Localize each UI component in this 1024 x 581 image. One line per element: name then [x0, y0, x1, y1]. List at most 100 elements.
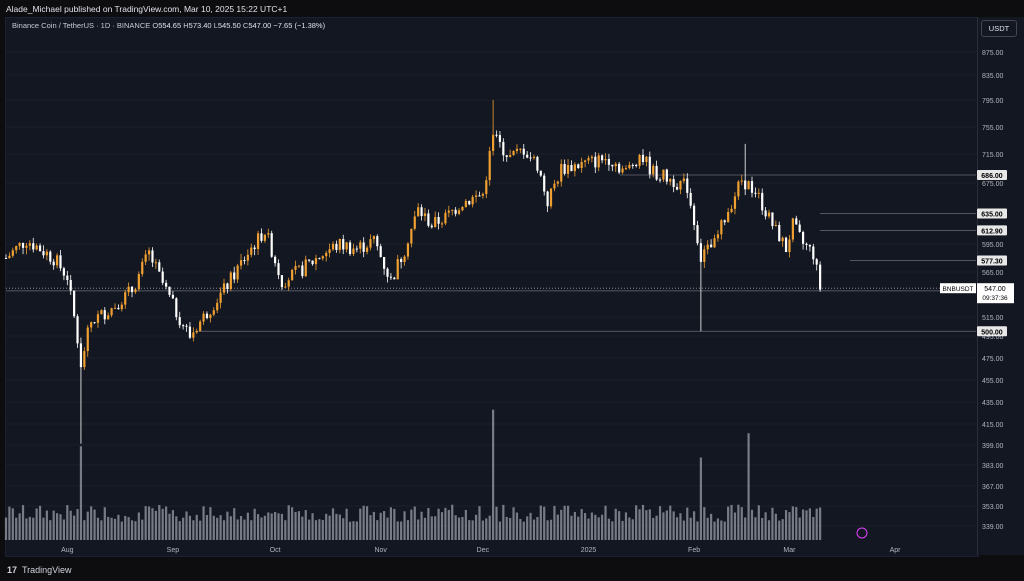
volume-bar: [675, 517, 679, 540]
volume-bar: [376, 520, 379, 540]
volume-bar: [594, 514, 597, 540]
candle-body: [134, 289, 137, 293]
volume-bar: [509, 518, 512, 540]
candle-body: [270, 233, 273, 257]
candle-body: [761, 192, 764, 211]
candle-body: [509, 155, 512, 157]
volume-bar: [321, 519, 324, 540]
volume-bar: [410, 509, 413, 540]
candle-body: [236, 265, 239, 280]
candle-body: [205, 313, 209, 319]
published-header: Alade_Michael published on TradingView.c…: [0, 0, 1024, 18]
volume-bar: [304, 510, 307, 540]
level-label-box: [977, 255, 1007, 266]
candle-body: [556, 181, 559, 184]
candle-body: [325, 252, 328, 257]
volume-bar: [158, 505, 161, 540]
volume-bar: [519, 518, 522, 540]
volume-bar: [515, 512, 519, 540]
candle-body: [679, 180, 682, 190]
volume-bar: [788, 512, 791, 540]
candle-body: [253, 247, 256, 250]
chart-pane[interactable]: [5, 17, 979, 557]
candle-body: [815, 259, 818, 265]
candle-body: [107, 315, 110, 320]
volume-bar: [325, 513, 328, 540]
candle-body: [716, 234, 720, 239]
candle-body: [328, 249, 331, 253]
volume-bar: [641, 504, 645, 540]
countdown-label: 09:37:36: [982, 295, 1008, 302]
volume-bar: [706, 517, 709, 540]
candle-body: [696, 225, 699, 244]
candle-body: [151, 250, 154, 263]
volume-bar: [566, 505, 570, 540]
candle-body: [158, 262, 161, 272]
candle-body: [812, 246, 815, 260]
candle-body: [359, 242, 362, 249]
candle-body: [389, 276, 393, 278]
volume-bar: [430, 516, 433, 540]
volume-bar: [784, 510, 788, 540]
candle-body: [45, 251, 48, 256]
volume-bar: [134, 521, 137, 540]
candle-body: [192, 332, 195, 338]
candle-body: [331, 243, 335, 250]
footer: 17 TradingView: [0, 560, 1024, 581]
volume-bar: [318, 519, 321, 540]
candle-body: [226, 283, 229, 290]
legend-close: 547.00: [248, 21, 272, 30]
volume-bar: [342, 518, 345, 540]
candle-body: [93, 322, 96, 324]
volume-bar: [417, 519, 420, 540]
volume-bar: [597, 517, 600, 540]
candle-body: [383, 256, 386, 269]
level-label-box: [977, 225, 1007, 236]
candle-body: [130, 286, 134, 293]
candle-body: [413, 216, 416, 229]
legend-close-label: C: [242, 21, 249, 30]
candle-body: [79, 343, 83, 368]
candle-body: [560, 163, 563, 182]
candle-body: [798, 224, 801, 232]
volume-bar: [277, 513, 280, 540]
price-axis-ticks: 875.00 835.00 795.00 755.00 715.00 675.00 595.…: [982, 50, 1004, 531]
candle-body: [451, 209, 454, 211]
candle-body: [110, 308, 113, 316]
price-tick-label: 835.00: [982, 73, 1004, 80]
candle-body: [703, 249, 706, 262]
tradingview-logo-icon: 17: [7, 565, 18, 575]
volume-bar: [308, 519, 311, 540]
candle-body: [526, 154, 529, 158]
volume-bar: [222, 520, 226, 540]
candle-body: [464, 200, 467, 208]
volume-bar: [100, 520, 103, 540]
lightning-icon: [856, 527, 868, 539]
candle-body: [492, 134, 495, 151]
volume-bar: [66, 505, 69, 540]
volume-bar: [553, 505, 556, 540]
candle-body: [233, 272, 236, 280]
price-tick-label: 353.00: [982, 504, 1004, 511]
price-tick-label: 399.00: [982, 443, 1004, 450]
level-label-box: [977, 170, 1007, 181]
currency-button[interactable]: USDT: [981, 20, 1017, 37]
volume-bar: [386, 517, 389, 540]
candle-body: [291, 269, 294, 281]
candle-body: [100, 310, 103, 315]
candle-body: [444, 212, 447, 224]
volume-bar: [549, 519, 553, 540]
candle-body: [692, 205, 696, 226]
volume-bar: [96, 517, 100, 540]
price-tick-label: 367.00: [982, 484, 1004, 491]
candle-body: [754, 192, 757, 194]
candle-body: [645, 156, 648, 163]
published-text: Alade_Michael published on TradingView.c…: [6, 4, 288, 14]
price-tick-label: 675.00: [982, 181, 1004, 188]
candle-body: [638, 154, 641, 166]
volume-bar: [362, 505, 365, 540]
candle-body: [202, 313, 205, 322]
volume-bar: [314, 520, 318, 540]
price-tick-label: 875.00: [982, 50, 1004, 57]
